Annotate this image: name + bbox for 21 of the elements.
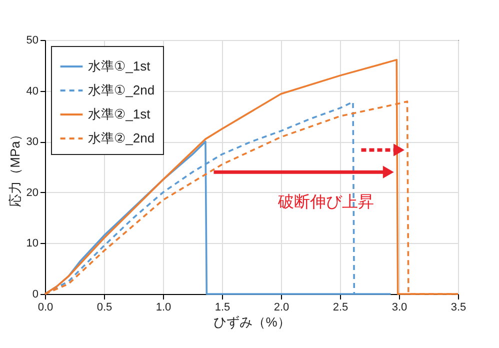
y-tick-label: 10 [26,238,38,250]
legend-label: 水準①_2nd [88,82,155,98]
y-tick-label: 50 [26,34,38,46]
legend-label: 水準②_1st [88,106,151,122]
x-tick-label: 0.5 [96,302,112,314]
x-tick-label: 3.0 [392,302,408,314]
y-tick-label: 40 [26,85,38,98]
y-tick-label: 30 [26,136,38,148]
x-tick-label: 2.0 [274,302,290,314]
x-tick-label: 3.5 [450,302,466,314]
annotation: 破断伸び上昇 [276,193,374,212]
y-tick-label: 20 [26,186,38,199]
x-tick-label: 1.5 [214,302,230,314]
legend-label: 水準①_1st [88,58,151,74]
y-axis-title: 応力（MPa） [7,128,22,207]
x-tick-label: 1.0 [156,302,172,314]
x-tick-label: 0.0 [38,302,54,314]
y-tick-label: 0 [32,288,38,300]
legend-label: 水準②_2nd [88,130,155,146]
x-axis-title: ひずみ（%） [214,314,290,330]
x-tick-label: 2.5 [332,302,348,314]
